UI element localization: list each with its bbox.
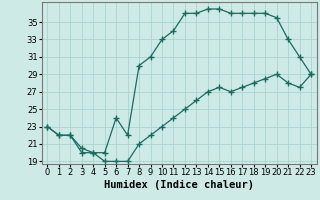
X-axis label: Humidex (Indice chaleur): Humidex (Indice chaleur) [104,180,254,190]
